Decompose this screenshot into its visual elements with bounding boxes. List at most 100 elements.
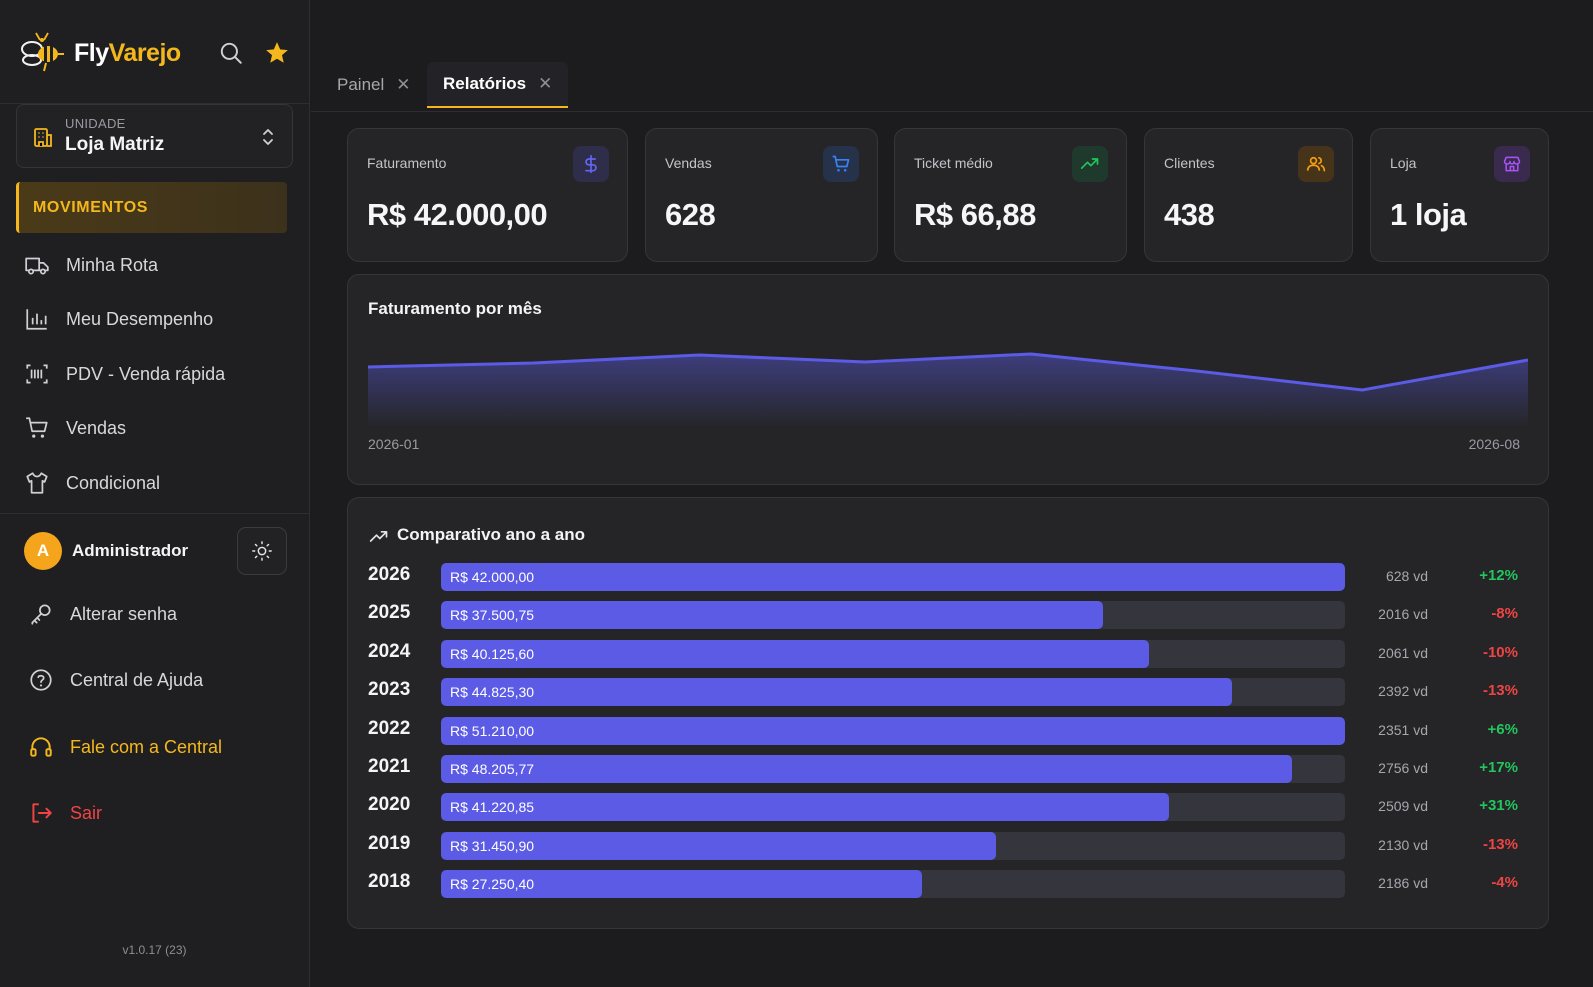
yoy-bar-track: R$ 51.210,00 [441,716,1345,745]
help-circle-icon [30,669,52,691]
sun-icon [252,541,272,561]
contact-central-link[interactable]: Fale com a Central [28,727,222,767]
yoy-amount: R$ 40.125,60 [450,645,535,662]
yoy-bar-track: R$ 42.000,00 [441,563,1345,591]
yoy-percent: +31% [1479,797,1518,815]
change-password-label: Alterar senha [70,603,178,624]
yoy-bar-track: R$ 31.450,90 [441,831,1345,860]
avatar[interactable]: A [24,532,62,570]
chart-area-fill [368,354,1528,425]
yoy-year: 2025 [368,602,411,624]
search-icon[interactable] [218,40,244,66]
yoy-percent: +17% [1479,759,1518,776]
yoy-amount: R$ 48.205,77 [450,761,535,777]
yoy-count: 2061 vd [1378,644,1428,661]
cart-icon [823,146,859,182]
yoy-bar [441,678,1233,707]
yoy-year: 2018 [368,871,411,893]
yoy-count: 2351 vd [1378,721,1428,738]
revenue-area-chart [368,348,1528,425]
kpi-card-faturamento: Faturamento R$ 42.000,00 [347,128,628,262]
chevron-up-down-icon [263,129,273,145]
unit-selector[interactable]: UNIDADE Loja Matriz [16,104,293,168]
kpi-value: R$ 42.000,00 [367,197,548,232]
revenue-chart-panel: Faturamento por mês 2026-01 2026-08 [347,274,1549,485]
yoy-count: 2509 vd [1378,798,1428,815]
yoy-count: 2016 vd [1378,606,1428,623]
close-icon[interactable]: ✕ [538,74,553,93]
yoy-bar [441,755,1292,783]
yoy-row: 2021 R$ 48.205,77 2756 vd +17% [368,754,1528,784]
kpi-value: 438 [1164,197,1215,232]
yoy-amount: R$ 41.220,85 [450,799,535,816]
user-name: Administrador [72,541,189,560]
yoy-row: 2024 R$ 40.125,60 2061 vd -10% [368,639,1528,669]
x-axis-tick-label: 2026-08 [1468,436,1520,452]
chart-series-line [368,352,1528,392]
users-icon [1298,146,1334,182]
chart-point[interactable] [693,349,705,361]
sidebar-item-label: Minha Rota [66,254,159,275]
kpi-label: Ticket médio [914,155,993,171]
store-icon [1494,146,1530,182]
tab-label: Relatórios [443,74,527,93]
yoy-percent: +12% [1479,567,1518,584]
kpi-value: R$ 66,88 [914,197,1036,232]
sidebar-item-label: Meu Desempenho [66,308,214,329]
sidebar-item-vendas[interactable]: Vendas [16,406,293,450]
shirt-icon [26,472,48,494]
x-axis-tick-label: 2026-01 [368,436,420,452]
logout-icon [32,803,52,823]
section-movimentos[interactable]: MOVIMENTOS [16,182,287,233]
key-icon [31,604,51,625]
chart-point[interactable] [1191,365,1203,377]
chart-point[interactable] [528,357,540,369]
bee-logo-icon [21,32,64,72]
close-icon[interactable]: ✕ [396,75,411,94]
chart-point[interactable] [1025,348,1037,360]
sidebar: FlyVarejo UNIDADE Loja Matriz MOVIMENTOS… [0,0,310,987]
headset-icon [30,737,52,757]
yoy-count: 628 vd [1385,568,1428,584]
brand-name: FlyVarejo [74,39,181,68]
yoy-percent: +6% [1487,720,1518,738]
sidebar-item-pdv[interactable]: PDV - Venda rápida [16,352,293,396]
yoy-bar-track: R$ 44.825,30 [441,678,1345,707]
logout-link[interactable]: Sair [28,793,102,833]
star-icon[interactable] [264,40,290,66]
barcode-icon [26,364,48,384]
chart-point[interactable] [859,356,871,368]
brand-part-2: Varejo [108,38,182,67]
yoy-percent: -13% [1482,682,1518,700]
change-password-link[interactable]: Alterar senha [28,594,177,634]
tab-painel[interactable]: Painel ✕ [321,62,427,108]
yoy-bar [441,601,1103,630]
unit-label: UNIDADE [65,116,126,131]
sidebar-item-meu-desempenho[interactable]: Meu Desempenho [16,297,293,341]
trending-up-icon [1072,146,1108,182]
kpi-card-clientes: Clientes 438 [1144,128,1353,262]
chart-title: Faturamento por mês [368,299,542,318]
sidebar-item-label: PDV - Venda rápida [66,363,226,384]
sidebar-item-minha-rota[interactable]: Minha Rota [16,243,293,287]
chart-point[interactable] [1356,384,1368,396]
help-center-link[interactable]: Central de Ajuda [28,660,203,700]
yoy-amount: R$ 31.450,90 [450,837,535,854]
yoy-year: 2026 [368,564,411,585]
theme-toggle-button[interactable] [237,527,287,575]
yoy-year: 2023 [368,679,411,701]
yoy-bar [441,793,1169,822]
yoy-bar [441,870,923,899]
divider [0,103,309,104]
kpi-label: Vendas [665,155,712,171]
version-label: v1.0.17 (23) [122,943,187,957]
yoy-percent: -10% [1482,643,1518,661]
building-icon [34,128,52,147]
sidebar-item-condicional[interactable]: Condicional [16,461,293,505]
yoy-bar-track: R$ 41.220,85 [441,793,1345,822]
yoy-amount: R$ 42.000,00 [450,569,535,585]
tab-relatorios[interactable]: Relatórios ✕ [427,62,569,108]
yoy-row: 2025 R$ 37.500,75 2016 vd -8% [368,600,1528,630]
brand[interactable]: FlyVarejo [18,30,181,76]
yoy-row: 2023 R$ 44.825,30 2392 vd -13% [368,677,1528,707]
